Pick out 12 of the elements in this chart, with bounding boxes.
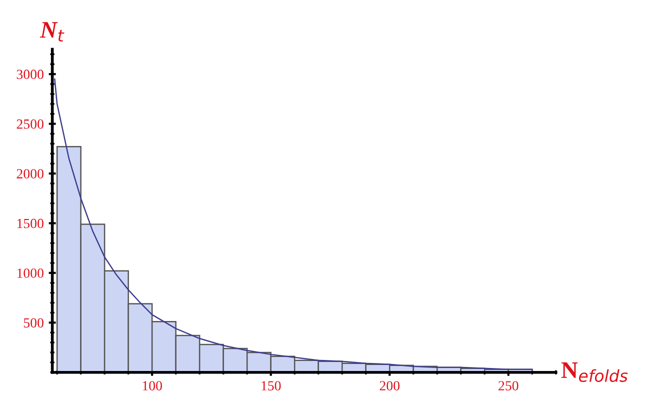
y-tick-label: 500	[24, 318, 44, 328]
x-tick-label: 150	[262, 381, 281, 390]
y-axis-title: N$_{t}$	[40, 22, 64, 42]
y-tick-label: 1500	[17, 218, 44, 228]
x-axis-title: N$_{efolds}$	[561, 362, 628, 382]
y-tick-label: 2500	[16, 119, 44, 129]
y-tick-label: 1000	[17, 268, 44, 278]
x-tick-label: 250	[498, 381, 518, 390]
y-tick-label: 2000	[16, 169, 44, 178]
x-tick-label: 200	[380, 381, 400, 390]
y-tick-label: 3000	[16, 70, 44, 80]
x-tick-label: 100	[142, 381, 162, 390]
